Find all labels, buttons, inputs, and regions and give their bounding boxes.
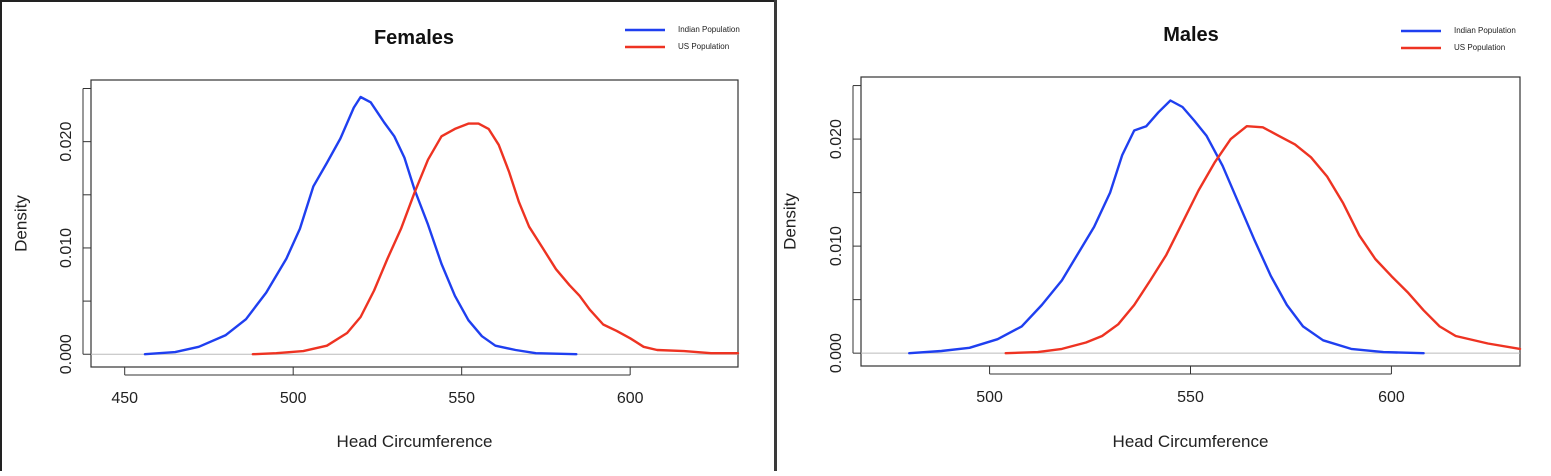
x-axis-label: Head Circumference	[337, 432, 493, 451]
y-tick-label: 0.020	[828, 119, 845, 159]
y-tick-label: 0.000	[58, 334, 75, 374]
y-axis-label: Density	[11, 195, 30, 252]
x-tick-label: 500	[280, 390, 307, 407]
x-axis-label: Head Circumference	[1113, 432, 1269, 451]
series-line-indian-population	[908, 99, 1425, 355]
chart-females: 450 500 550 600 0.000 0.010 0.020 Females Head C…	[11, 25, 740, 451]
y-tick-label: 0.020	[58, 122, 75, 162]
x-tick-label: 450	[111, 390, 138, 407]
x-tick-label: 600	[1378, 389, 1405, 406]
y-tick-label: 0.010	[58, 228, 75, 268]
chart-males: 500 550 600 0.000 0.010 0.020 Males Head Circum…	[780, 24, 1522, 451]
chart-panel-females: 450 500 550 600 0.000 0.010 0.020 Females Head C…	[0, 0, 776, 471]
x-tick-label: 550	[1177, 389, 1204, 406]
chart-title: Males	[1163, 24, 1219, 46]
plot-frame	[860, 76, 1521, 367]
x-tick-label: 550	[448, 390, 475, 407]
series-line-us-population	[251, 122, 740, 356]
x-tick-label: 600	[617, 390, 644, 407]
plot-frame	[90, 79, 739, 368]
series-line-us-population	[1004, 125, 1522, 355]
panel-divider	[774, 0, 777, 471]
frame-top-border	[0, 0, 776, 2]
legend-label: US Population	[1454, 43, 1505, 52]
legend-label: US Population	[678, 42, 729, 51]
chart-panel-males: 500 550 600 0.000 0.010 0.020 Males Head Circum…	[776, 0, 1551, 471]
y-tick-label: 0.010	[828, 226, 845, 266]
chart-title: Females	[374, 27, 454, 49]
legend-label: Indian Population	[1454, 26, 1516, 35]
y-tick-label: 0.000	[828, 333, 845, 373]
frame-left-border	[0, 0, 2, 471]
legend-label: Indian Population	[678, 25, 740, 34]
series-line-indian-population	[143, 95, 578, 356]
x-tick-label: 500	[976, 389, 1003, 406]
y-axis-label: Density	[780, 193, 799, 250]
